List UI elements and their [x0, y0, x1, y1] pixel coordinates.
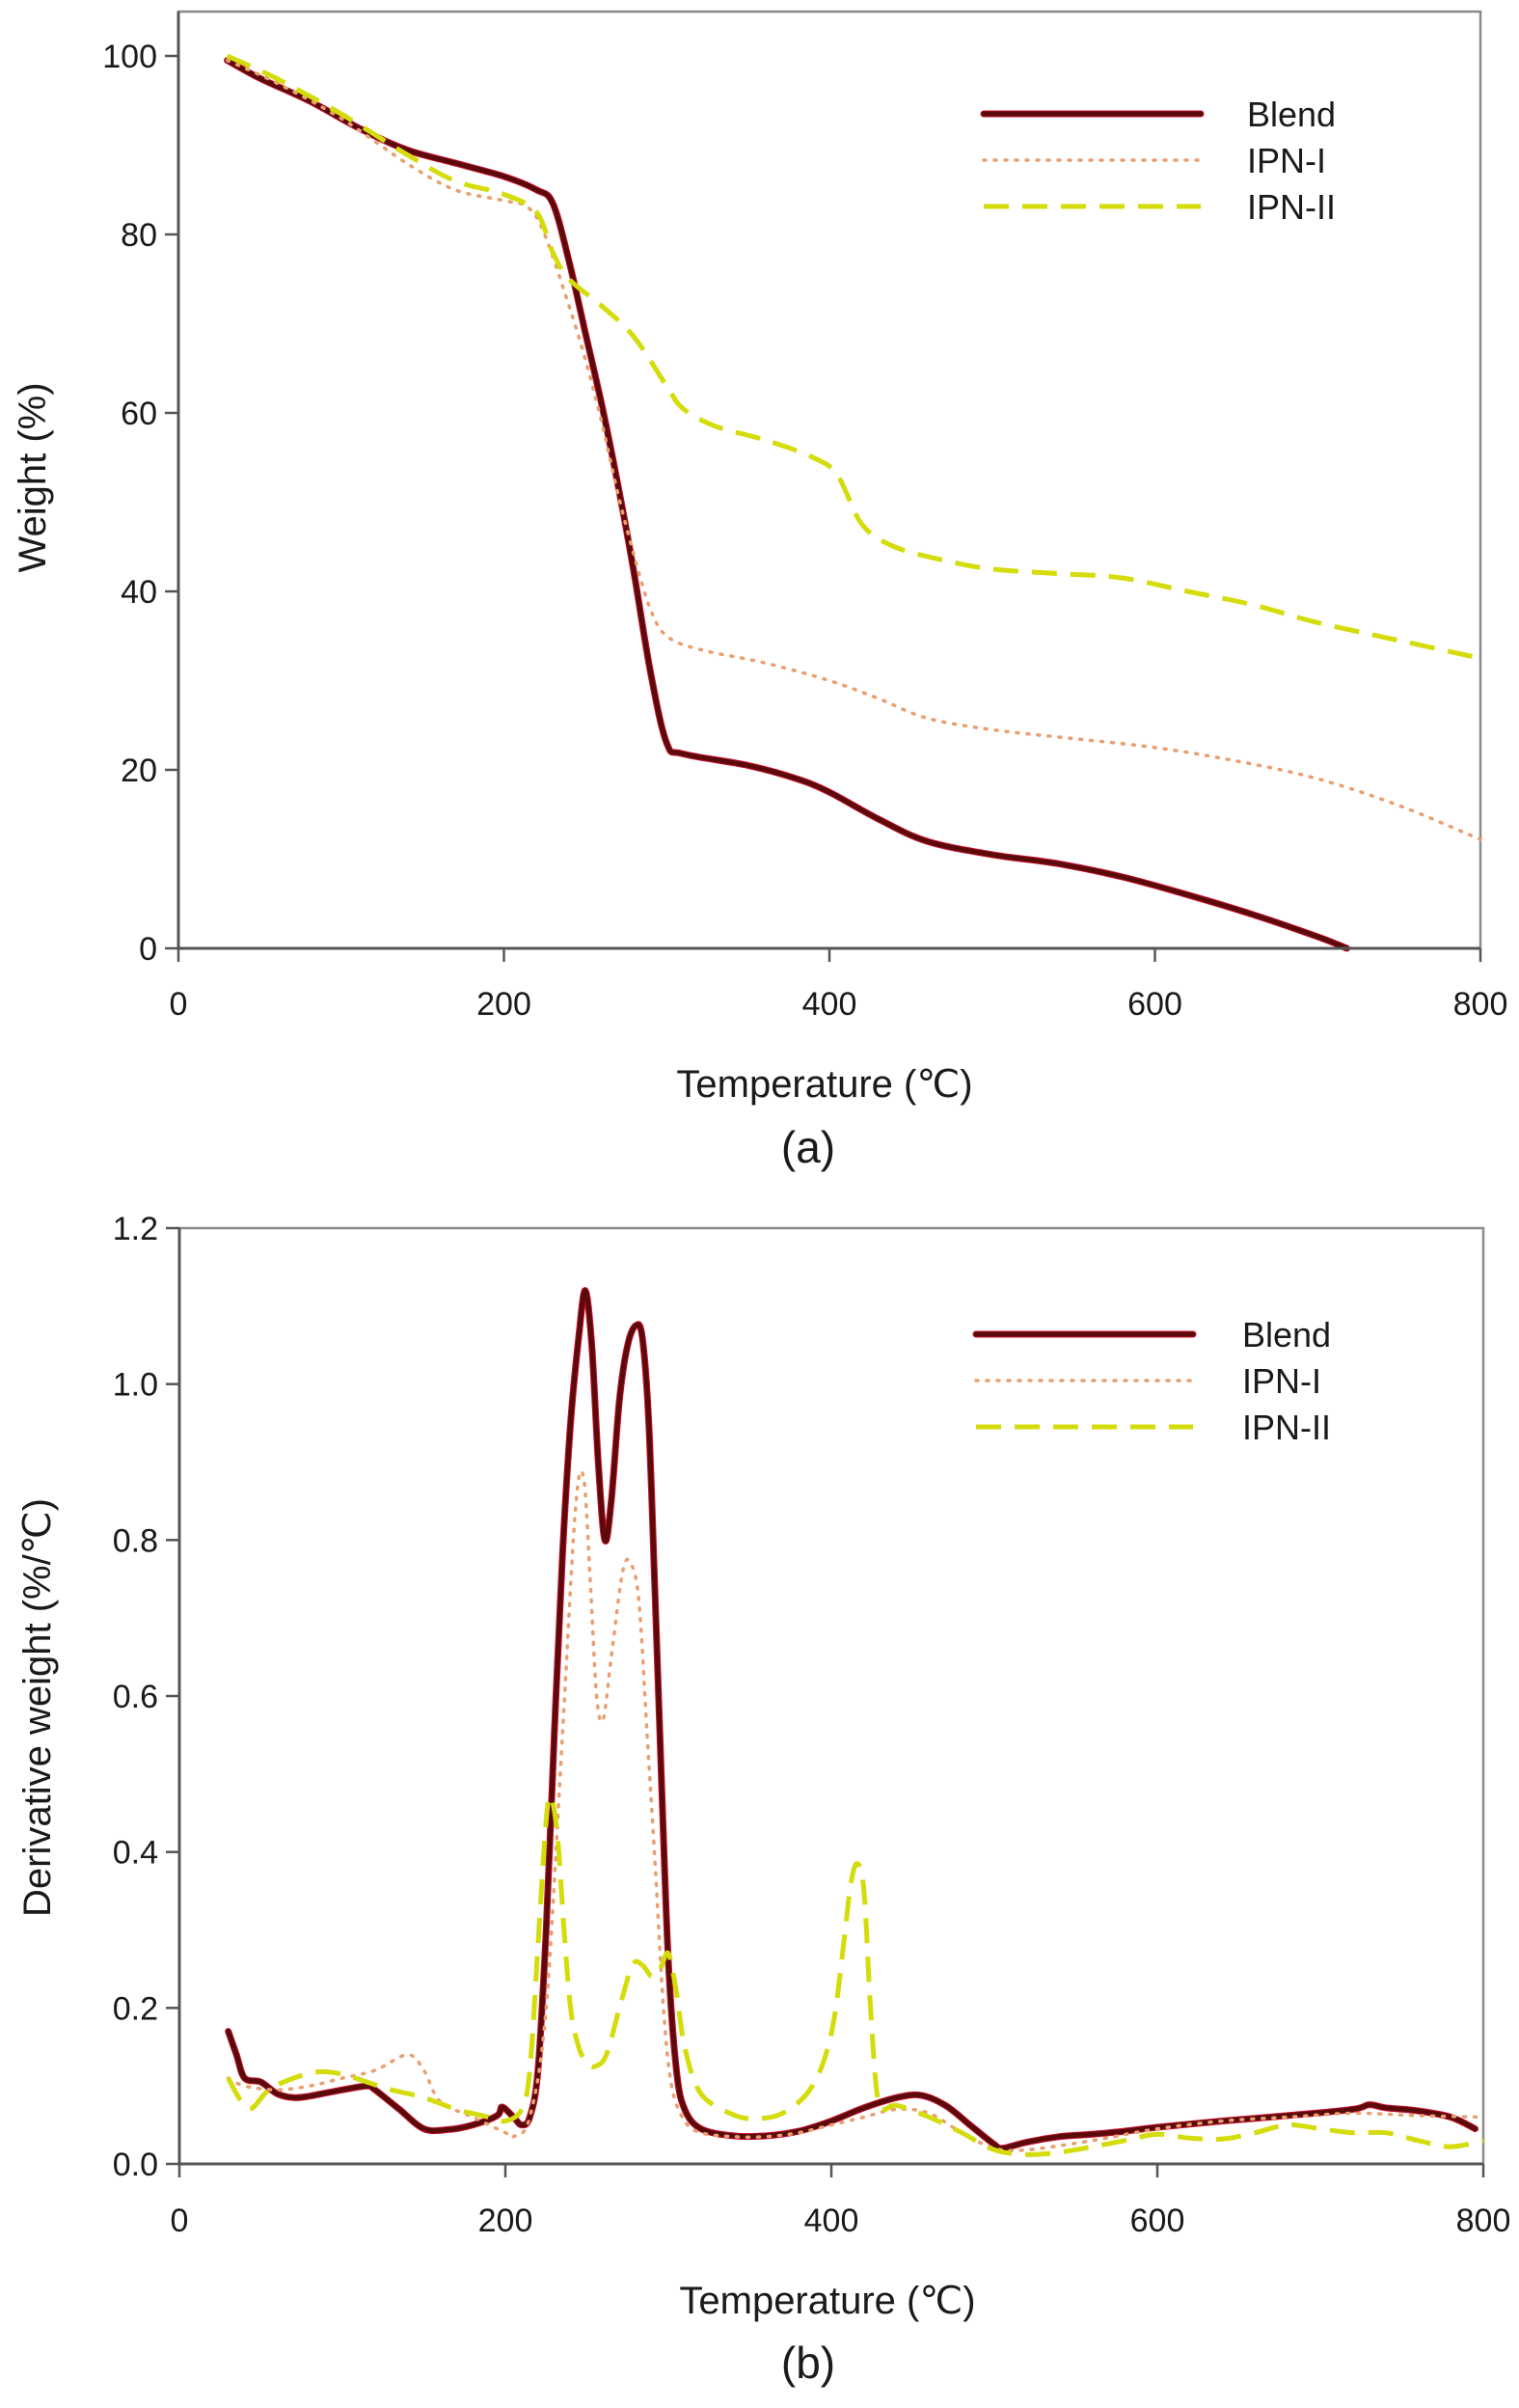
chart-a-series-blend-halo: [224, 57, 1351, 952]
chart-a-series-ipn-ii: [226, 53, 1481, 661]
chart-a-series-blend: [225, 58, 1350, 951]
chart-b-series: [225, 1287, 1485, 2157]
legend-label-ipn-i: IPN-I: [1242, 1361, 1321, 1401]
chart-b-series-ipn-i: [226, 1469, 1485, 2153]
legend-label-ipn-ii: IPN-II: [1247, 187, 1336, 227]
chart-a-y-tick-label: 40: [121, 574, 157, 611]
chart-a-x-tick-label: 400: [802, 986, 857, 1023]
chart-b-y-tick-label: 0.8: [113, 1522, 158, 1559]
chart-a-y-tick-label: 20: [121, 752, 157, 789]
chart-b-y-tick-label: 1.2: [113, 1211, 158, 1247]
chart-b-x-tick-label: 800: [1456, 2203, 1511, 2239]
chart-b-y-axis-title: Derivative weight (%/℃): [16, 1498, 59, 1917]
chart-a-caption: (a): [781, 1122, 835, 1172]
chart-b-x-tick-label: 400: [804, 2203, 859, 2239]
chart-a-tga-weight: 0 200 400 600 800 0 20 40 60 80 100 Temperature (℃…: [12, 10, 1507, 1172]
chart-a-x-tick-label: 0: [170, 986, 188, 1023]
legend-label-blend: Blend: [1242, 1315, 1331, 1354]
chart-b-x-axis-title: Temperature (℃): [679, 2280, 975, 2322]
chart-a-y-tick-label: 0: [139, 931, 157, 968]
chart-a-y-tick-label: 60: [121, 396, 157, 432]
chart-a-legend: Blend IPN-I IPN-II: [980, 95, 1336, 227]
chart-a-y-tick-label: 100: [102, 39, 157, 75]
chart-a-y-tick-label: 80: [121, 217, 157, 254]
chart-a-series-ipn-i: [225, 58, 1482, 841]
chart-b-legend: Blend IPN-I IPN-II: [972, 1315, 1331, 1447]
chart-b-series-blend: [226, 1288, 1478, 2151]
chart-a-x-tick-label: 800: [1453, 986, 1508, 1023]
chart-a-x-tick-label: 200: [476, 986, 531, 1023]
legend-label-blend: Blend: [1247, 95, 1336, 134]
chart-a-y-axis-title: Weight (%): [12, 382, 54, 572]
chart-b-dtg-derivative: 0 200 400 600 800 0.0 0.2 0.4 0.6 0.8 1.0 1.2 Tempe…: [16, 1211, 1510, 2388]
chart-b-caption: (b): [781, 2338, 835, 2388]
chart-a-x-tick-label: 600: [1127, 986, 1182, 1023]
chart-a-series: [224, 53, 1482, 952]
chart-b-x-tick-label: 200: [478, 2203, 533, 2239]
chart-a-x-axis-title: Temperature (℃): [676, 1063, 972, 1106]
legend-label-ipn-ii: IPN-II: [1242, 1408, 1331, 1447]
chart-b-y-tick-label: 0.0: [113, 2147, 158, 2183]
chart-b-x-tick-label: 600: [1130, 2203, 1185, 2239]
chart-b-ticks: 0 200 400 600 800 0.0 0.2 0.4 0.6 0.8 1.0 1.2: [113, 1211, 1511, 2239]
chart-b-y-tick-label: 0.4: [113, 1835, 158, 1872]
chart-b-x-tick-label: 0: [171, 2203, 189, 2239]
chart-b-series-ipn-ii: [226, 1793, 1484, 2157]
legend-label-ipn-i: IPN-I: [1247, 141, 1326, 180]
chart-a-ticks: 0 200 400 600 800 0 20 40 60 80 100: [102, 39, 1507, 1023]
chart-b-y-tick-label: 0.6: [113, 1679, 158, 1715]
chart-b-y-tick-label: 1.0: [113, 1367, 158, 1404]
chart-b-y-tick-label: 0.2: [113, 1990, 158, 2027]
